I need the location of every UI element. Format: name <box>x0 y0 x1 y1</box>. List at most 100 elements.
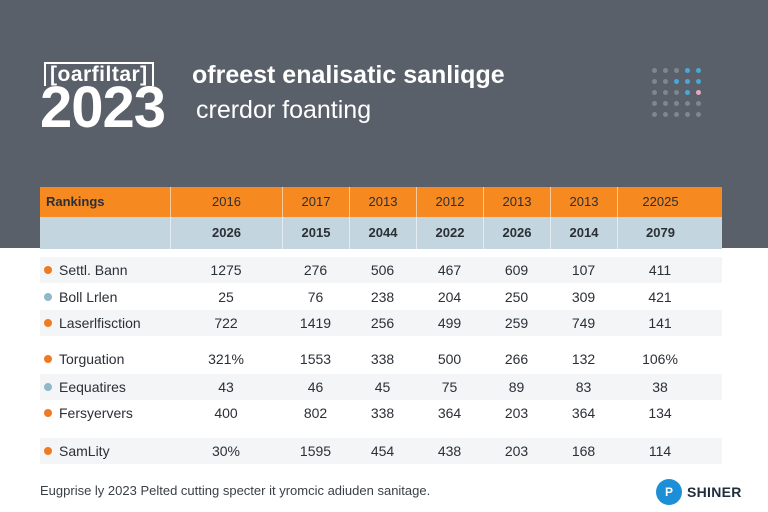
table-cell: 1553 <box>299 351 332 367</box>
table-cell: 30% <box>211 443 241 459</box>
table-cell: 722 <box>214 315 238 331</box>
table-cell: 168 <box>571 443 596 459</box>
table-cell: 76 <box>307 289 324 305</box>
table-cell: 506 <box>370 262 395 278</box>
row-label: Torguation <box>40 351 170 367</box>
header-year-cell: 2026 <box>483 217 550 249</box>
row-label-text: Torguation <box>59 351 125 367</box>
table-cell: 321% <box>208 351 244 367</box>
decorative-dot <box>663 90 668 95</box>
table-row: Laserlfisction 722 1419 256 499 259 749 141 <box>40 310 722 336</box>
decorative-dot <box>696 112 701 117</box>
header-year-cell: 2013 <box>349 187 416 217</box>
table-cell: 438 <box>437 443 462 459</box>
header-year-cell: 2014 <box>550 217 617 249</box>
decorative-dot <box>663 112 668 117</box>
decorative-dot <box>652 79 657 84</box>
decorative-dot <box>652 112 657 117</box>
row-label: Eequatires <box>40 379 170 395</box>
table-cell: 1275 <box>210 262 242 278</box>
table-cell: 106% <box>642 351 678 367</box>
table-cell: 411 <box>648 262 672 278</box>
row-label-text: Laserlfisction <box>59 315 141 331</box>
table-cell: 238 <box>370 289 395 305</box>
table-cell: 256 <box>370 315 395 331</box>
bullet-icon <box>44 409 52 417</box>
decorative-dot <box>674 112 679 117</box>
table-row: Fersyervers 400 802 338 364 203 364 134 <box>40 400 722 426</box>
hero-badge: [oarfiltar] <box>44 62 154 86</box>
header-year-cell: 2015 <box>282 217 349 249</box>
decorative-dot <box>685 101 690 106</box>
row-label: Boll Lrlen <box>40 289 170 305</box>
table-cell: 107 <box>571 262 596 278</box>
brand-logo: P SHINER <box>656 479 742 505</box>
table-cell: 25 <box>218 289 234 305</box>
header-year-cell: 2016 <box>170 187 282 217</box>
table-cell: 338 <box>370 351 395 367</box>
decorative-dot <box>685 79 690 84</box>
table-cell: 132 <box>571 351 596 367</box>
table-cell: 250 <box>504 289 529 305</box>
hero-headline: ofreest enalisatic sanliqge <box>192 61 505 89</box>
table-cell: 45 <box>374 379 391 395</box>
table-cell: 609 <box>504 262 529 278</box>
row-label-text: Fersyervers <box>59 405 133 421</box>
table-cell: 467 <box>437 262 462 278</box>
table-row: Torguation 321% 1553 338 500 266 132 106% <box>40 346 722 372</box>
dot-pattern-decoration <box>652 68 708 124</box>
decorative-dot <box>652 68 657 73</box>
hero-year: 2023 <box>40 75 166 140</box>
table-cell: 364 <box>571 405 596 421</box>
table-row: Boll Lrlen 25 76 238 204 250 309 421 <box>40 284 722 310</box>
table-cell: 114 <box>648 443 672 459</box>
decorative-dot <box>652 101 657 106</box>
table-cell: 749 <box>571 315 596 331</box>
row-label-text: Settl. Bann <box>59 262 128 278</box>
brand-name: SHINER <box>687 484 742 500</box>
table-cell: 203 <box>504 443 529 459</box>
bullet-icon <box>44 447 52 455</box>
decorative-dot <box>685 90 690 95</box>
table-cell: 500 <box>437 351 462 367</box>
bullet-icon <box>44 355 52 363</box>
header-label-cell <box>40 217 170 249</box>
row-label: SamLity <box>40 443 170 459</box>
header-year-cell: 2013 <box>550 187 617 217</box>
bullet-icon <box>44 383 52 391</box>
decorative-dot <box>663 68 668 73</box>
brand-mark-icon: P <box>656 479 682 505</box>
table-cell: 46 <box>307 379 324 395</box>
header-year-cell: 2017 <box>282 187 349 217</box>
row-label: Fersyervers <box>40 405 170 421</box>
header-year-cell: 2079 <box>617 217 703 249</box>
table-cell: 421 <box>648 289 672 305</box>
header-year-cell: 2022 <box>416 217 483 249</box>
table-header-row-primary: Rankings 2016 2017 2013 2012 2013 2013 22025 <box>40 187 722 217</box>
table-cell: 259 <box>504 315 529 331</box>
table-row: SamLity 30% 1595 454 438 203 168 114 <box>40 438 722 464</box>
table-cell: 400 <box>214 405 238 421</box>
decorative-dot <box>696 68 701 73</box>
decorative-dot <box>696 101 701 106</box>
decorative-dot <box>674 101 679 106</box>
table-row: Eequatires 43 46 45 75 89 83 38 <box>40 374 722 400</box>
header-year-cell: 2012 <box>416 187 483 217</box>
header-year-cell: 2026 <box>170 217 282 249</box>
row-label: Laserlfisction <box>40 315 170 331</box>
decorative-dot <box>652 90 657 95</box>
table-cell: 338 <box>370 405 395 421</box>
footer-note: Eugprise ly 2023 Pelted cutting specter … <box>40 483 431 498</box>
decorative-dot <box>663 79 668 84</box>
header-year-cell: 22025 <box>617 187 703 217</box>
decorative-dot <box>674 90 679 95</box>
table-row: Settl. Bann 1275 276 506 467 609 107 411 <box>40 257 722 283</box>
table-cell: 364 <box>437 405 462 421</box>
decorative-dot <box>674 68 679 73</box>
row-label: Settl. Bann <box>40 262 170 278</box>
table-cell: 802 <box>303 405 328 421</box>
table-cell: 38 <box>652 379 668 395</box>
table-cell: 75 <box>441 379 458 395</box>
decorative-dot <box>685 112 690 117</box>
table-cell: 1595 <box>299 443 332 459</box>
